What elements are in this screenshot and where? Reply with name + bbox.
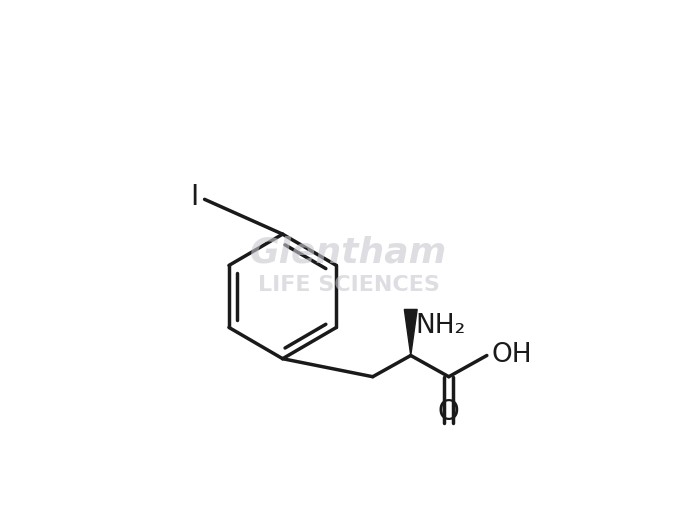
Text: NH₂: NH₂ (416, 313, 466, 339)
Polygon shape (404, 309, 417, 356)
Text: OH: OH (491, 343, 532, 369)
Text: I: I (190, 184, 198, 211)
Text: Glentham: Glentham (250, 236, 448, 269)
Text: O: O (438, 398, 459, 426)
Text: LIFE SCIENCES: LIFE SCIENCES (258, 275, 440, 295)
